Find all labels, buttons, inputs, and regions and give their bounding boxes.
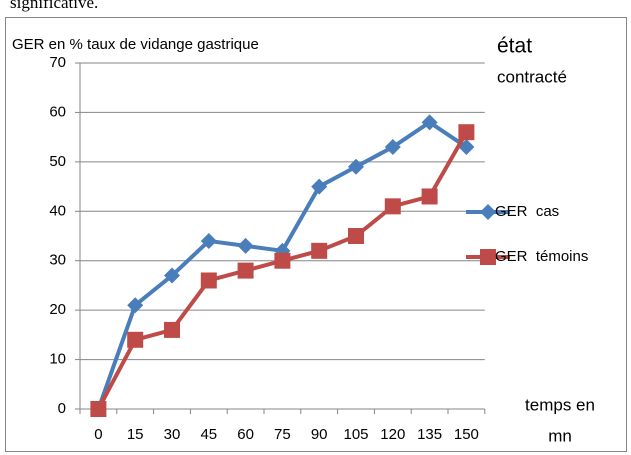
- marker: [311, 178, 328, 195]
- x-tick-label: 75: [274, 426, 291, 443]
- y-tick-label: 20: [49, 301, 66, 318]
- x-tick-label: 60: [237, 426, 254, 443]
- marker: [237, 262, 254, 279]
- marker: [384, 139, 401, 156]
- legend-label: GER témoins: [495, 248, 588, 265]
- marker: [458, 124, 475, 141]
- x-axis-label: mn: [548, 426, 572, 445]
- marker: [164, 267, 180, 284]
- y-tick-label: 30: [49, 252, 66, 269]
- y-tick-label: 10: [49, 351, 66, 368]
- marker: [421, 188, 438, 205]
- marker: [480, 204, 496, 220]
- x-tick-label: 105: [343, 426, 368, 443]
- x-tick-label: 90: [311, 426, 328, 443]
- marker: [348, 158, 364, 175]
- annotation: contracté: [497, 67, 567, 86]
- marker: [200, 272, 217, 289]
- y-tick-label: 40: [49, 202, 66, 219]
- x-axis-label: temps en: [525, 395, 595, 414]
- marker: [127, 297, 144, 314]
- marker: [200, 232, 217, 249]
- marker: [421, 114, 438, 131]
- annotation: état: [497, 35, 532, 58]
- y-tick-label: 70: [49, 54, 66, 71]
- legend-label: GER cas: [495, 203, 559, 220]
- marker: [274, 242, 291, 259]
- x-tick-label: 135: [417, 426, 442, 443]
- marker: [274, 252, 291, 269]
- marker: [90, 401, 107, 417]
- x-tick-label: 15: [127, 426, 144, 443]
- marker: [127, 331, 144, 348]
- marker: [348, 228, 364, 244]
- marker: [311, 242, 328, 259]
- marker: [164, 321, 180, 338]
- marker: [384, 198, 401, 215]
- y-tick-label: 60: [49, 103, 66, 120]
- marker: [237, 237, 254, 254]
- x-tick-label: 120: [380, 426, 405, 443]
- x-tick-label: 45: [200, 426, 217, 443]
- page-text: significative.: [10, 0, 98, 12]
- x-tick-label: 30: [164, 426, 181, 443]
- y-axis-label: GER en % taux de vidange gastrique: [12, 36, 259, 53]
- marker: [480, 249, 496, 265]
- x-tick-label: 0: [94, 426, 102, 443]
- x-tick-label: 150: [454, 426, 479, 443]
- y-tick-label: 50: [49, 153, 66, 170]
- y-tick-label: 0: [58, 400, 66, 417]
